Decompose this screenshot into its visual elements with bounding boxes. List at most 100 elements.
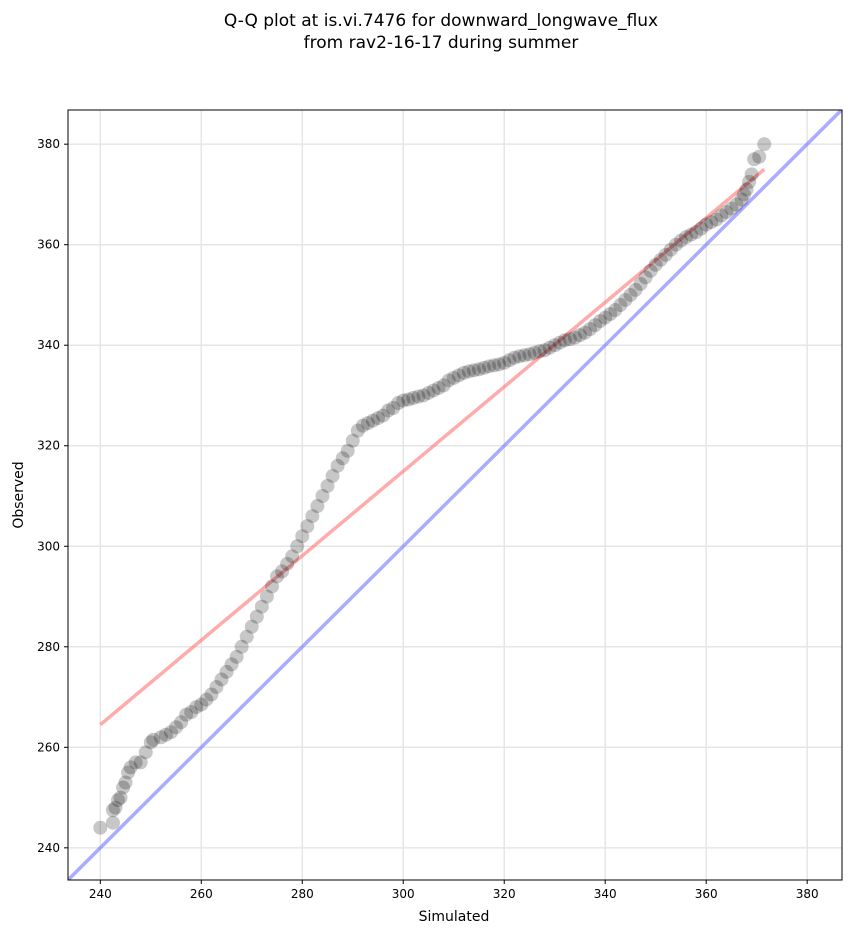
data-point [169,720,184,735]
data-point [537,343,552,358]
data-point [350,423,365,438]
data-point [204,687,219,702]
data-point [244,619,259,634]
data-point [179,707,194,722]
data-point [482,359,497,374]
data-point [123,760,138,775]
tick-labels: 240 260 280 300 320 340 360 380 240 260 280 300 320 3… [37,137,819,901]
x-axis-label: Simulated [419,909,490,925]
data-point [194,697,209,712]
y-tick-label: 260 [37,740,60,754]
data-point [270,569,285,584]
data-point [446,370,461,385]
x-tick-label: 260 [190,887,213,901]
x-tick-label: 320 [493,887,516,901]
data-point [747,152,762,167]
data-point [376,408,391,423]
data-point [386,401,401,416]
data-point [264,579,279,594]
data-point [153,730,168,745]
data-point [588,318,603,333]
data-point [477,360,492,375]
data-point [116,780,131,795]
data-point [456,365,471,380]
data-point [113,790,128,805]
y-tick-label: 360 [37,238,60,252]
data-point [471,362,486,377]
data-point [365,413,380,428]
data-point [426,383,441,398]
y-tick-label: 320 [37,439,60,453]
data-point [562,332,577,347]
data-point [578,325,593,340]
data-point [752,149,767,164]
data-point [121,765,136,780]
data-point [643,263,658,278]
data-point [360,416,375,431]
data-point [678,230,693,245]
chart-title-line-1: Q-Q plot at is.vi.7476 for downward_long… [224,11,658,31]
data-point [653,252,668,267]
data-point [209,679,224,694]
data-point [709,212,724,227]
data-point [128,755,143,770]
data-point [355,418,370,433]
data-point [729,197,744,212]
data-point [275,564,290,579]
data-point [441,373,456,388]
data-point [648,257,663,272]
data-point [572,328,587,343]
data-point [618,292,633,307]
data-point [401,392,416,407]
data-point [663,242,678,257]
data-point [158,727,173,742]
data-point [416,388,431,403]
data-point [391,396,406,411]
data-point [522,347,537,362]
data-points [93,137,772,835]
x-tick-label: 240 [89,887,112,901]
grid [68,110,842,880]
data-point [623,287,638,302]
data-point [436,378,451,393]
data-point [613,298,628,313]
y-tick-label: 300 [37,539,60,553]
data-point [285,549,300,564]
data-point [684,227,699,242]
data-point [105,803,120,818]
data-point [325,468,340,483]
plot-frame [67,109,843,881]
x-tick-label: 280 [291,887,314,901]
data-point [737,187,752,202]
data-point [487,358,502,373]
data-point [396,393,411,408]
data-point [411,389,426,404]
data-point [633,276,648,291]
data-point [143,735,158,750]
data-point [689,225,704,240]
x-tick-label: 380 [796,887,819,901]
data-point [290,539,305,554]
x-tick-label: 300 [392,887,415,901]
data-point [557,333,572,348]
data-point [320,478,335,493]
data-point [492,357,507,372]
data-point [108,800,123,815]
x-tick-label: 360 [695,887,718,901]
data-point [497,355,512,370]
data-point [330,458,345,473]
fit-line [99,167,766,727]
data-point [305,509,320,524]
data-point [502,353,517,368]
data-point [567,330,582,345]
data-point [638,270,653,285]
data-point [219,664,234,679]
data-point [628,282,643,297]
data-point [254,599,269,614]
data-point [239,629,254,644]
data-point [512,349,527,364]
identity-line [68,110,842,880]
data-point [431,380,446,395]
data-point [300,519,315,534]
